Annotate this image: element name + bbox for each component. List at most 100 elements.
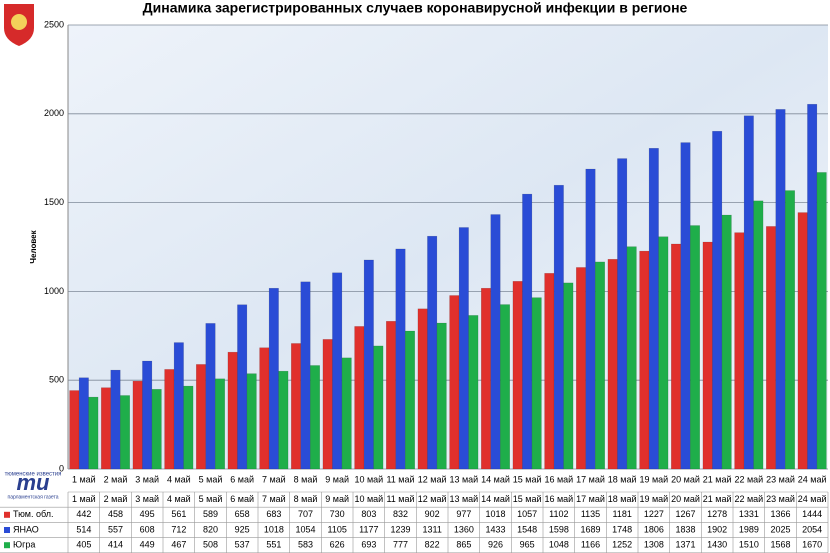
bar [427, 235, 438, 470]
table-header: 21 май [703, 494, 732, 504]
table-header: 13 май [449, 494, 478, 504]
bar [215, 378, 225, 470]
x-tick-label: 23 май [766, 474, 795, 484]
table-header: 1 май [72, 494, 96, 504]
table-header: 7 май [262, 494, 286, 504]
x-tick-label: 15 май [513, 474, 542, 484]
table-header: 24 май [798, 494, 827, 504]
bar [449, 295, 460, 470]
table-cell: 537 [235, 540, 250, 550]
table-cell: 2025 [770, 524, 790, 534]
bar [481, 287, 491, 470]
table-cell: 1510 [739, 540, 759, 550]
table-cell: 965 [520, 540, 535, 550]
table-cell: 449 [140, 540, 155, 550]
bar [544, 273, 555, 470]
bar [373, 345, 384, 470]
plot-background [68, 25, 828, 469]
y-tick-label: 2500 [44, 19, 64, 29]
table-cell: 1598 [549, 524, 569, 534]
legend-swatch [4, 511, 10, 518]
table-cell: 514 [76, 524, 91, 534]
bar [173, 342, 184, 470]
x-tick-label: 1 май [72, 474, 96, 484]
bar [278, 370, 289, 470]
chart-title: Динамика зарегистрированных случаев коро… [143, 0, 688, 16]
bar [110, 369, 121, 470]
y-tick-label: 0 [59, 463, 64, 473]
table-cell: 1838 [675, 524, 695, 534]
bar [753, 200, 764, 470]
bar [490, 214, 501, 470]
table-cell: 1568 [770, 540, 790, 550]
table-cell: 1366 [770, 509, 790, 519]
bar [142, 360, 153, 470]
table-cell: 1252 [612, 540, 632, 550]
table-cell: 1548 [517, 524, 537, 534]
table-cell: 832 [393, 509, 408, 519]
y-tick-label: 1500 [44, 197, 64, 207]
table-cell: 608 [140, 524, 155, 534]
bar [246, 373, 257, 470]
bar [183, 385, 194, 470]
x-tick-label: 17 май [576, 474, 605, 484]
table-cell: 467 [171, 540, 186, 550]
table-cell: 777 [393, 540, 408, 550]
x-tick-label: 20 май [671, 474, 700, 484]
bar [310, 365, 320, 470]
x-tick-label: 16 май [544, 474, 573, 484]
x-tick-label: 9 май [325, 474, 349, 484]
table-header: 8 май [294, 494, 318, 504]
table-header: 16 май [544, 494, 573, 504]
y-tick-label: 500 [49, 375, 64, 385]
bar [702, 241, 713, 470]
x-tick-label: 7 май [262, 474, 286, 484]
table-header: 6 май [230, 494, 254, 504]
bar [458, 227, 469, 470]
table-cell: 589 [203, 509, 218, 519]
logo-mark: ти [17, 470, 51, 495]
table-cell: 1331 [739, 509, 759, 519]
table-cell: 1181 [612, 509, 631, 519]
x-tick-label: 5 май [199, 474, 223, 484]
table-cell: 1308 [644, 540, 664, 550]
table-cell: 1105 [327, 524, 346, 534]
table-cell: 1177 [359, 524, 378, 534]
bar [300, 281, 311, 470]
table-cell: 1278 [707, 509, 727, 519]
table-cell: 458 [108, 509, 123, 519]
table-cell: 1748 [612, 524, 632, 534]
table-header: 19 май [639, 494, 668, 504]
bar [196, 364, 206, 470]
table-cell: 1227 [644, 509, 664, 519]
bar [585, 168, 596, 470]
table-cell: 1054 [295, 524, 315, 534]
table-cell: 414 [108, 540, 123, 550]
bar [500, 304, 510, 470]
bar [721, 214, 732, 470]
table-header: 14 май [481, 494, 510, 504]
bar [712, 130, 723, 470]
table-cell: 1018 [264, 524, 284, 534]
x-tick-label: 4 май [167, 474, 191, 484]
table-header: 9 май [325, 494, 349, 504]
logo-top: тюменские известия [5, 472, 62, 478]
legend-label: Тюм. обл. [13, 509, 53, 519]
table-header: 17 май [576, 494, 605, 504]
bar [417, 308, 428, 470]
table-cell: 1018 [485, 509, 505, 519]
x-tick-label: 11 май [386, 474, 414, 484]
legend-label: Югра [13, 540, 35, 550]
table-cell: 1267 [675, 509, 695, 519]
x-tick-label: 24 май [798, 474, 827, 484]
table-cell: 925 [235, 524, 250, 534]
y-tick-label: 2000 [44, 108, 64, 118]
table-cell: 1048 [549, 540, 569, 550]
x-tick-label: 3 май [135, 474, 159, 484]
bar [237, 304, 248, 470]
table-cell: 1670 [802, 540, 822, 550]
x-tick-label: 21 май [703, 474, 732, 484]
x-tick-label: 12 май [418, 474, 447, 484]
bar [164, 369, 175, 470]
